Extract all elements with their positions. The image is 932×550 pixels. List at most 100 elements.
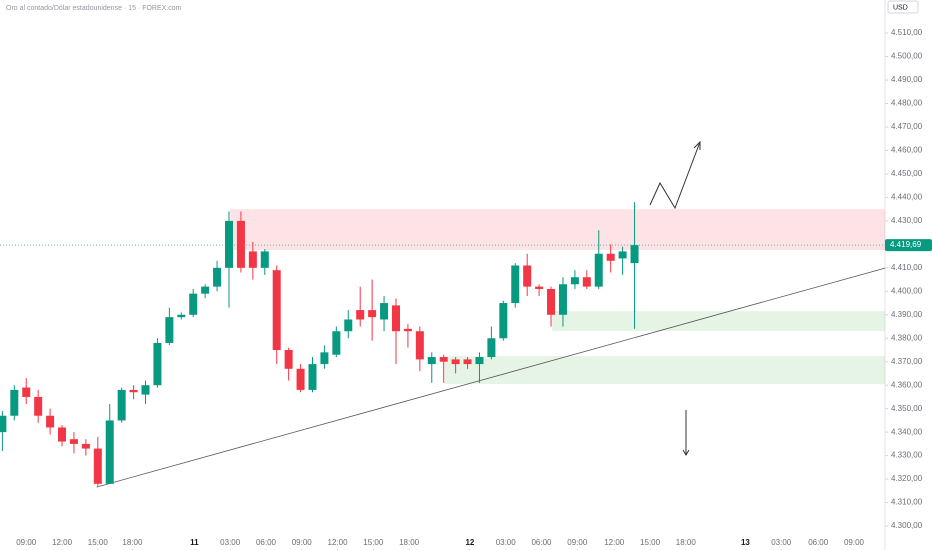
candle-body [344,319,353,332]
candle-body [201,286,210,294]
candle-body [34,396,43,416]
x-tick-label: 03:00 [496,538,517,547]
y-tick-label: 4.360,00 [891,380,923,389]
candle-body [391,305,400,332]
candle-body [463,359,472,365]
candle-body [594,253,603,287]
arrow-head [682,449,690,456]
x-tick-label: 15:00 [88,538,109,547]
y-tick-label: 4.450,00 [891,169,923,178]
y-tick-label: 4.460,00 [891,146,923,155]
candle-body [248,251,257,268]
candle-body [296,368,305,390]
x-tick-label: 09:00 [567,538,588,547]
x-tick-label: 12:00 [604,538,625,547]
y-tick-label: 4.440,00 [891,193,923,202]
y-tick-label: 4.480,00 [891,99,923,108]
candle-body [332,331,341,355]
candle-body [69,439,78,444]
last-price-box [885,239,932,252]
candle-body [535,286,544,289]
last-price-label: 4.419,69 [890,240,922,249]
y-tick-label: 4.390,00 [891,310,923,319]
candle-body [308,364,317,390]
candle-body [547,288,556,315]
zone [230,209,885,250]
y-tick-label: 4.500,00 [891,52,923,61]
candle-body [284,350,293,369]
x-tick-label: 12 [465,538,474,547]
zone [444,356,885,385]
candle-body [213,267,222,287]
candle-body [236,220,245,268]
y-tick-label: 4.320,00 [891,474,923,483]
zone [552,311,885,331]
x-tick-label: 09:00 [292,538,313,547]
candle-body [523,265,532,287]
x-tick-label: 06:00 [808,538,829,547]
candle-body [606,253,615,261]
candle-body [10,389,19,416]
candle-body [618,251,627,259]
plot: 4.300,00 4.310,00 4.320,00 4.330,00 4.340,00… [0,28,932,550]
trendline [96,267,886,488]
candle-body [380,303,389,320]
candle-body [93,448,102,484]
candle-body [105,420,114,484]
currency-box [887,0,919,14]
candle-body [0,415,7,433]
y-tick-label: 4.380,00 [891,333,923,342]
candle-body [368,310,377,318]
candle-body [570,277,579,285]
candle-body [153,342,162,386]
y-tick-label: 4.340,00 [891,427,923,436]
y-tick-label: 4.510,00 [891,28,923,37]
candle-body [403,328,412,332]
candle-body [558,284,567,315]
candle-body [165,317,174,343]
projection-up [649,141,701,210]
candle-body [499,303,508,339]
y-tick-label: 4.310,00 [891,498,923,507]
candle-body [439,357,448,362]
candle-body [189,293,198,315]
y-tick-label: 4.490,00 [891,75,923,84]
candle-body [511,265,520,304]
y-tick-label: 4.410,00 [891,263,923,272]
x-tick-label: 03:00 [771,538,792,547]
candle-body [81,443,90,449]
candle-body [129,389,138,393]
y-tick-label: 4.470,00 [891,122,923,131]
x-tick-label: 09:00 [16,538,37,547]
candle-body [22,387,31,397]
y-tick-label: 4.370,00 [891,357,923,366]
y-tick-label: 4.400,00 [891,286,923,295]
candle-body [415,331,424,360]
x-tick-label: 12:00 [52,538,73,547]
candle-body [582,277,591,287]
x-tick-label: 06:00 [531,538,552,547]
y-tick-label: 4.300,00 [891,521,923,530]
candle-body [630,245,639,264]
candle-body [260,251,269,268]
x-tick-label: 06:00 [256,538,277,547]
candle-body [320,352,329,365]
candle-body [177,314,186,318]
candle-body [475,357,484,365]
candle-body [225,220,234,268]
candle-body [272,270,281,350]
y-tick-label: 4.350,00 [891,404,923,413]
x-tick-label: 18:00 [399,538,420,547]
candle-body [451,359,460,365]
x-tick-label: 13 [741,538,750,547]
candle-body [427,357,436,365]
x-tick-label: 09:00 [844,538,865,547]
x-tick-label: 15:00 [640,538,661,547]
x-tick-label: 11 [190,538,199,547]
candle-body [141,385,150,395]
x-tick-label: 03:00 [220,538,241,547]
y-tick-label: 4.430,00 [891,216,923,225]
currency: USD [893,4,908,11]
arrow-head [693,140,701,150]
x-tick-label: 18:00 [122,538,143,547]
